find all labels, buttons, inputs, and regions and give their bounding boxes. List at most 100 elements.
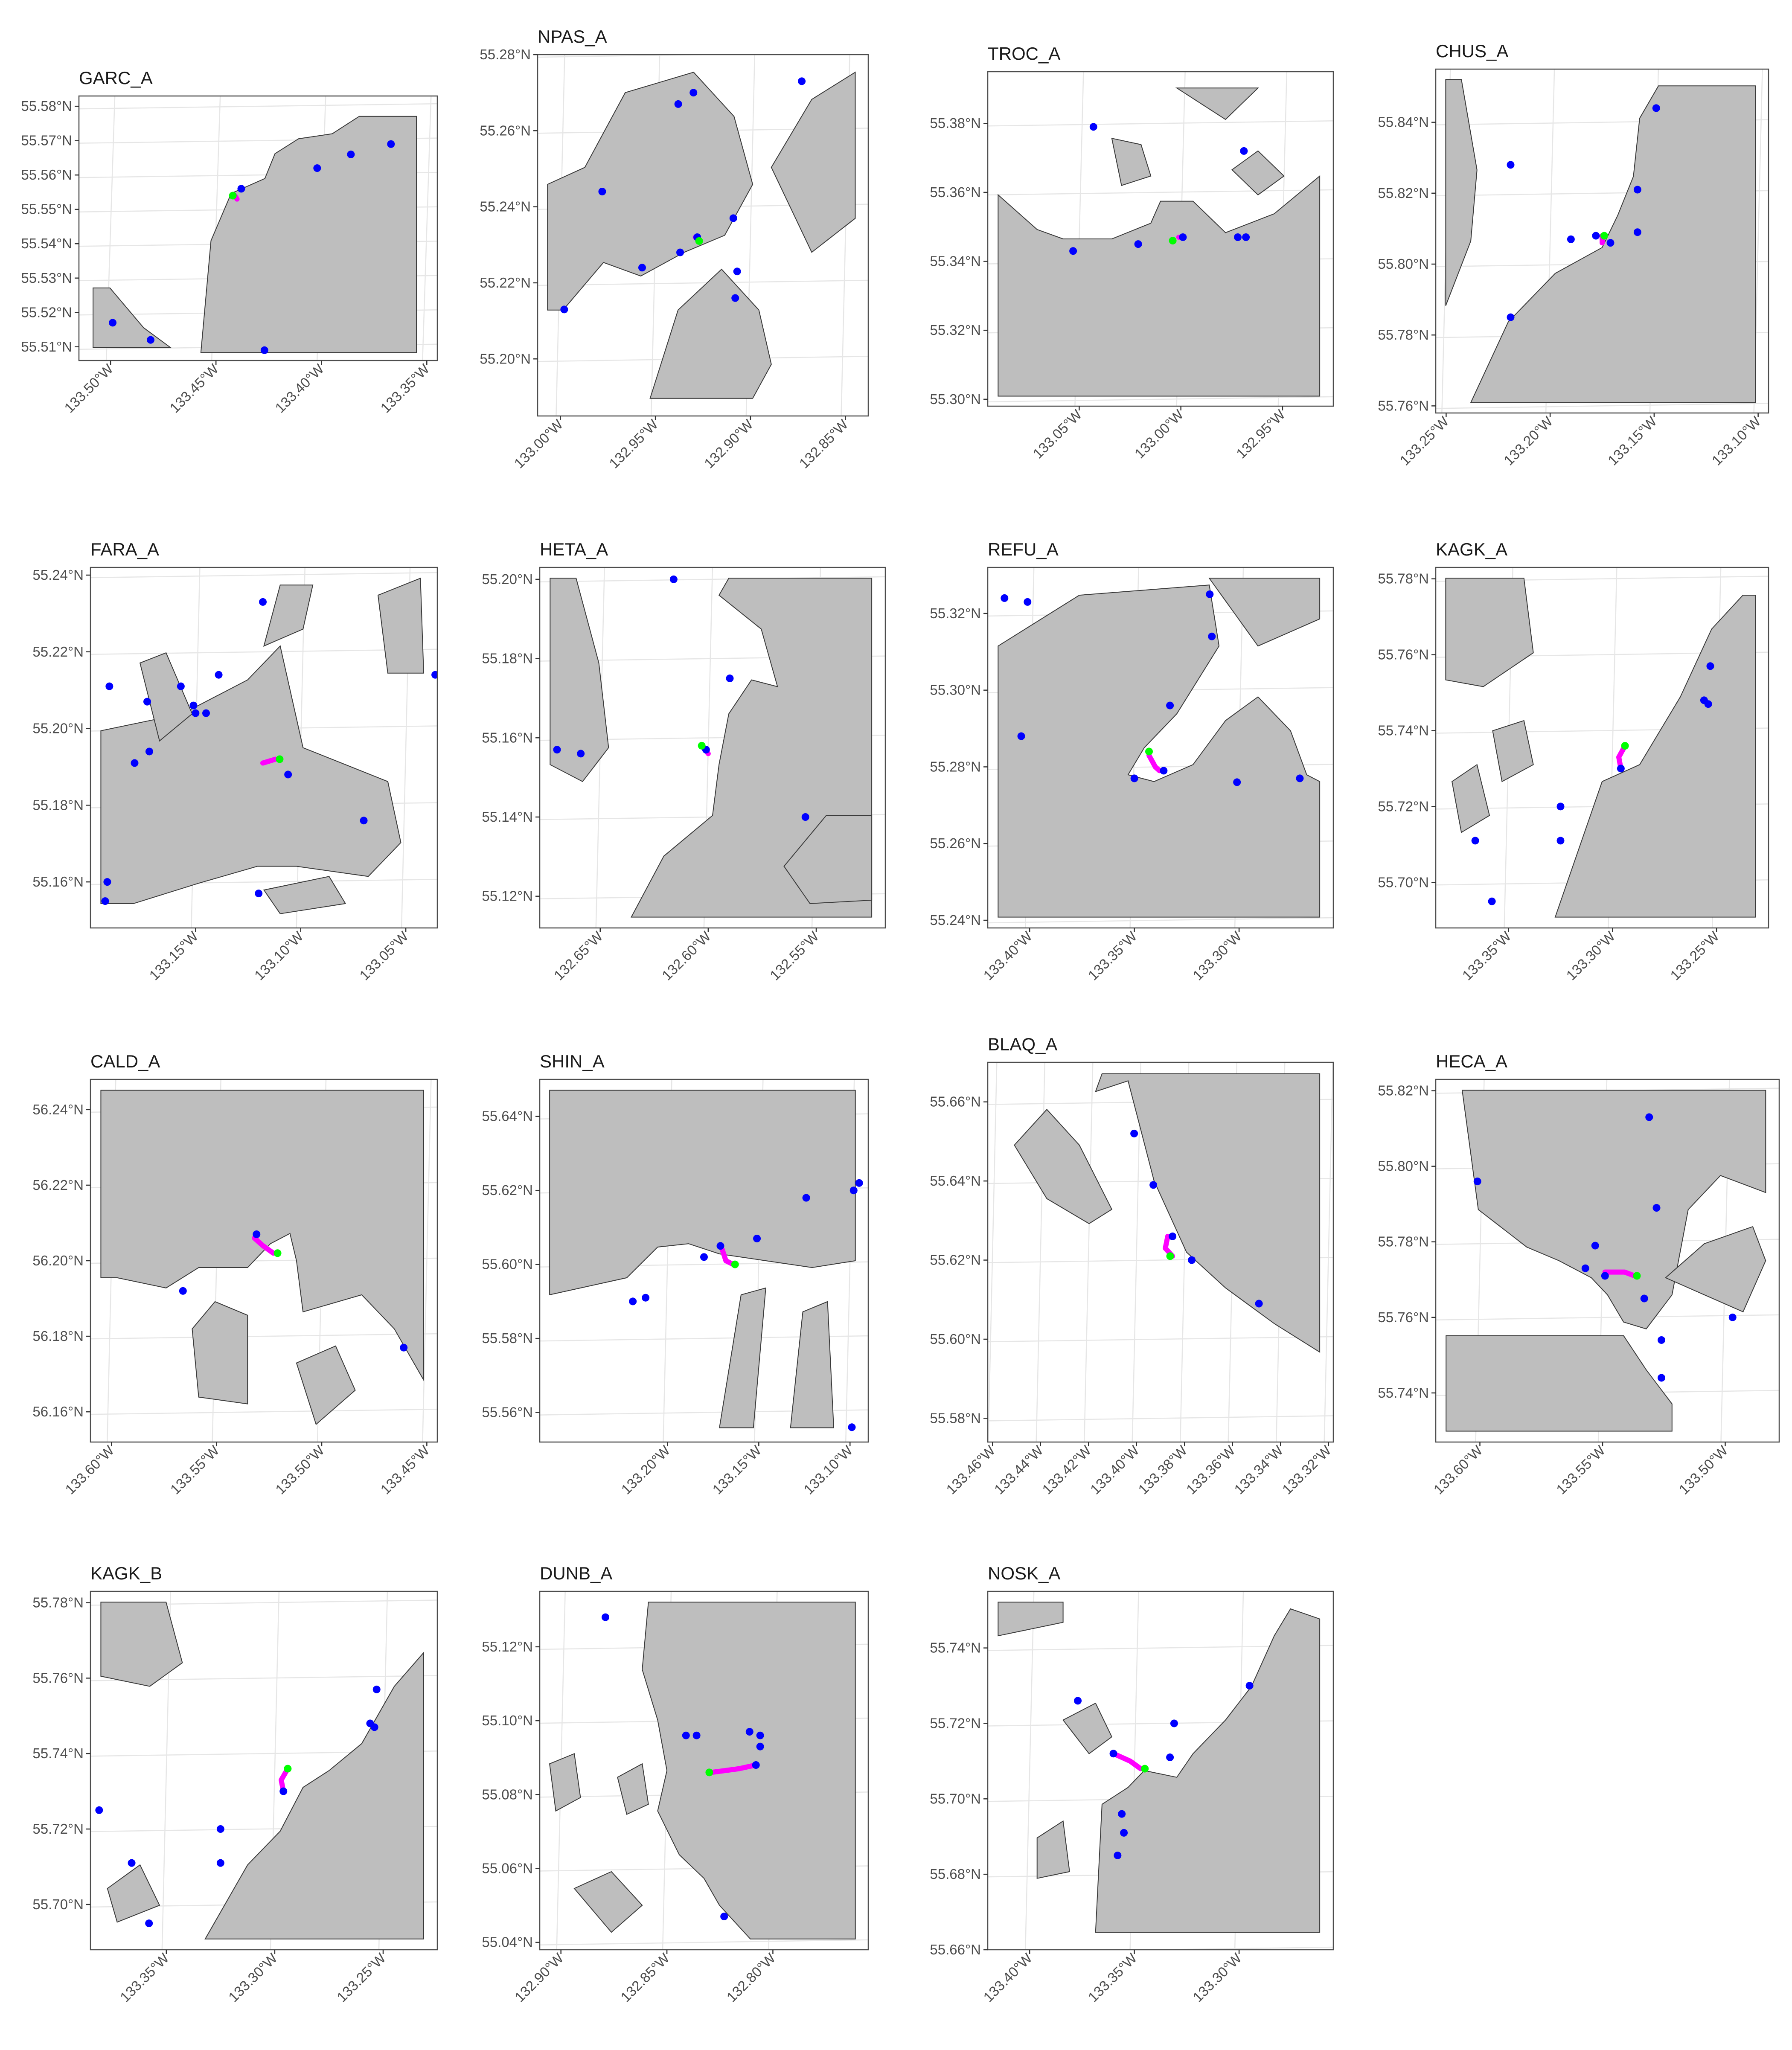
lon-tick-label: 133.25°W	[1667, 928, 1722, 983]
lat-gridline	[540, 1939, 868, 1945]
lat-tick-label: 55.80°N	[1378, 1158, 1429, 1174]
site-point	[1130, 774, 1138, 782]
lon-tick-label: 132.95°W	[1233, 406, 1288, 461]
lat-tick-label: 55.18°N	[482, 651, 533, 666]
lat-tick-label: 55.68°N	[930, 1866, 981, 1882]
land-polygon	[107, 1864, 160, 1923]
site-point	[602, 1613, 609, 1621]
site-point	[1233, 778, 1241, 786]
land-polygon	[1095, 1608, 1321, 1933]
map-plot-area	[1436, 567, 1769, 928]
land-polygon	[377, 577, 425, 674]
land-polygon	[649, 268, 772, 399]
land-polygon	[1664, 1226, 1766, 1313]
site-point	[1488, 897, 1496, 905]
lat-gridline	[988, 189, 1333, 196]
lat-tick-label: 55.51°N	[21, 339, 72, 355]
site-point	[598, 187, 606, 195]
site-point	[1255, 1300, 1263, 1308]
site-point	[802, 1194, 810, 1202]
site-point	[1109, 1750, 1117, 1758]
site-point	[105, 682, 113, 690]
site-point	[1114, 1851, 1122, 1859]
land-polygon	[630, 578, 873, 918]
start-point	[1633, 1272, 1641, 1280]
lat-tick-label: 55.24°N	[480, 199, 531, 215]
site-point	[1169, 1232, 1177, 1240]
site-point	[1160, 767, 1168, 775]
lon-tick-label: 133.60°W	[1431, 1442, 1486, 1497]
lat-tick-label: 55.78°N	[32, 1595, 84, 1611]
site-point	[237, 185, 245, 193]
panel-title: NPAS_A	[538, 26, 607, 47]
site-point	[752, 1761, 760, 1769]
panel-title: CHUS_A	[1436, 41, 1508, 61]
map-plot-area	[538, 55, 868, 416]
panel-title: TROC_A	[988, 44, 1060, 64]
site-point	[756, 1742, 764, 1750]
map-plot-area	[540, 1079, 868, 1442]
lat-tick-label: 55.30°N	[930, 391, 981, 407]
panel-frame	[1435, 68, 1769, 414]
lat-gridline	[90, 572, 437, 579]
lon-tick-label: 132.55°W	[767, 928, 822, 983]
land-polygon	[200, 116, 417, 353]
lat-tick-label: 55.20°N	[480, 351, 531, 366]
lat-gridline	[1124, 1946, 1333, 1950]
site-point	[215, 671, 223, 679]
land-polygon	[1062, 1702, 1113, 1754]
track-line	[1111, 1751, 1143, 1771]
lon-tick-label: 133.30°W	[1190, 928, 1245, 983]
land-polygon	[573, 1871, 643, 1933]
lon-gridline	[1324, 1062, 1333, 1442]
site-point	[692, 1731, 701, 1739]
lon-tick-label: 133.40°W	[272, 361, 327, 416]
site-point	[756, 1731, 764, 1739]
map-panel: NOSK_A 55.66°N 55.68°N 55.70°N 55.72°N 55.74°…	[930, 1563, 1334, 2005]
site-point	[255, 890, 263, 898]
land-polygon	[550, 578, 609, 782]
lat-tick-label: 55.16°N	[482, 730, 533, 745]
site-point	[128, 1859, 136, 1867]
site-point	[109, 319, 117, 327]
site-point	[1001, 594, 1009, 602]
site-point	[1728, 1313, 1737, 1321]
land-polygon	[549, 1090, 856, 1296]
land-polygon	[783, 815, 873, 904]
start-point	[695, 237, 703, 245]
site-point	[1074, 1697, 1082, 1705]
map-plot-area	[988, 72, 1333, 406]
map-plot-area	[90, 1591, 437, 1950]
site-point	[259, 598, 267, 606]
site-point	[1652, 104, 1660, 112]
site-point	[216, 1859, 224, 1867]
lat-tick-label: 55.60°N	[930, 1331, 981, 1347]
site-point	[731, 294, 739, 302]
lat-gridline	[988, 120, 1333, 127]
panel-title: DUNB_A	[540, 1563, 612, 1583]
lat-tick-label: 55.58°N	[930, 1410, 981, 1426]
lat-tick-label: 55.76°N	[32, 1670, 84, 1686]
panel-frame	[1435, 1079, 1780, 1443]
lat-gridline	[988, 917, 1333, 924]
site-point	[1208, 632, 1216, 640]
land-polygon	[790, 1301, 835, 1428]
lon-tick-label: 133.10°W	[251, 928, 306, 983]
panel-title: REFU_A	[988, 539, 1059, 559]
land-polygon	[93, 287, 172, 348]
lat-tick-label: 55.84°N	[1378, 114, 1429, 130]
lat-tick-label: 55.56°N	[482, 1404, 533, 1420]
lon-tick-label: 133.40°W	[980, 1950, 1035, 2005]
map-plot-area	[988, 567, 1333, 928]
lat-tick-label: 55.12°N	[482, 888, 533, 904]
site-point	[131, 759, 139, 767]
site-point	[189, 701, 198, 710]
map-panel: HETA_A 55.12°N 55.14°N 55.16°N 55.18°N 55.20°…	[482, 539, 886, 983]
site-point	[1130, 1129, 1138, 1137]
lat-tick-label: 55.76°N	[1378, 1309, 1429, 1325]
site-point	[1069, 247, 1077, 255]
panel-frame	[539, 1591, 869, 1951]
land-polygon	[998, 175, 1321, 397]
map-panel: CALD_A 56.16°N 56.18°N 56.20°N 56.22°N 56.24°…	[32, 1051, 438, 1498]
